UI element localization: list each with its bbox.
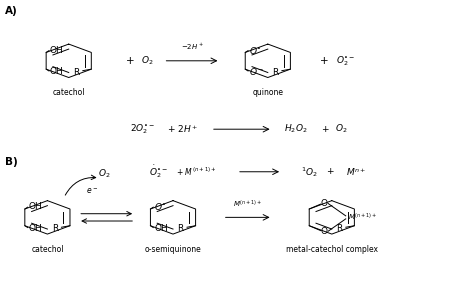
Text: +: + xyxy=(126,56,135,66)
Text: R: R xyxy=(52,224,58,233)
Text: A): A) xyxy=(5,6,18,16)
Text: O: O xyxy=(321,227,328,236)
Text: $-2H^+$: $-2H^+$ xyxy=(181,42,203,52)
Text: $M^{(n+1)+}$: $M^{(n+1)+}$ xyxy=(348,212,377,223)
Text: +: + xyxy=(326,167,333,176)
Text: B): B) xyxy=(5,157,18,167)
Text: OH: OH xyxy=(28,224,42,233)
Text: $M^{n+}$: $M^{n+}$ xyxy=(346,166,366,178)
Text: $\dot{O}_2^{\bullet-}$: $\dot{O}_2^{\bullet-}$ xyxy=(149,164,168,180)
Text: +: + xyxy=(321,125,328,134)
Text: $O^-$: $O^-$ xyxy=(249,66,264,77)
Text: OH: OH xyxy=(50,46,64,54)
Text: $O_2$: $O_2$ xyxy=(141,54,153,67)
Text: R: R xyxy=(177,224,184,233)
Text: catechol: catechol xyxy=(31,245,64,254)
Text: catechol: catechol xyxy=(53,88,85,97)
Text: o-semiquinone: o-semiquinone xyxy=(145,245,201,254)
Text: $+ \ 2H^+$: $+ \ 2H^+$ xyxy=(167,123,198,135)
Text: $H_2O_2$: $H_2O_2$ xyxy=(284,123,308,136)
Text: $+ \ M^{(n+1)+}$: $+ \ M^{(n+1)+}$ xyxy=(176,166,217,178)
Text: $O_2$: $O_2$ xyxy=(98,167,110,180)
Text: R: R xyxy=(336,224,343,233)
Text: $M^{(n+1)+}$: $M^{(n+1)+}$ xyxy=(233,199,262,210)
Text: quinone: quinone xyxy=(252,88,283,97)
Text: $O_2$: $O_2$ xyxy=(335,123,347,136)
Text: OH: OH xyxy=(154,224,168,233)
Text: $O^{•}$: $O^{•}$ xyxy=(249,44,262,56)
Text: O: O xyxy=(321,199,328,208)
Text: OH: OH xyxy=(28,202,42,211)
Text: R: R xyxy=(272,68,279,77)
Text: R: R xyxy=(73,68,80,77)
Text: $2O_2^{\bullet-}$: $2O_2^{\bullet-}$ xyxy=(129,123,155,136)
Text: +: + xyxy=(320,56,329,66)
Text: $^1O_2$: $^1O_2$ xyxy=(301,165,318,179)
Text: $O_2^{\bullet-}$: $O_2^{\bullet-}$ xyxy=(336,54,356,67)
Text: metal-catechol complex: metal-catechol complex xyxy=(286,245,378,254)
Text: $e^-$: $e^-$ xyxy=(86,187,99,196)
Text: OH: OH xyxy=(50,67,64,76)
Text: $O^{•}$: $O^{•}$ xyxy=(154,201,167,212)
